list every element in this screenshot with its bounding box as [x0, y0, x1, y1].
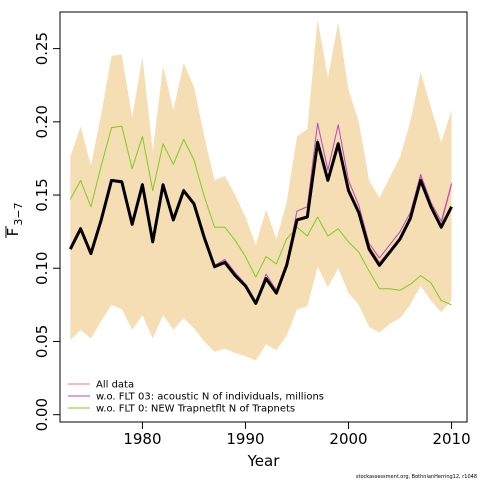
confidence-band	[70, 19, 452, 361]
x-tick-label: 1980	[123, 430, 161, 448]
legend-label: All data	[96, 380, 134, 391]
legend-label: w.o. FLT 0: NEW Trapnetflt N of Trapnets	[96, 404, 295, 415]
y-axis-title-main: F	[4, 228, 22, 237]
x-tick-label: 2000	[329, 430, 367, 448]
band-layer	[70, 19, 452, 361]
x-tick-label: 1990	[226, 430, 264, 448]
y-axis-title: F 3−7	[4, 202, 25, 238]
x-axis-title: Year	[247, 452, 281, 470]
footnote: stockassessment.org, BothnianHerring12, …	[356, 474, 477, 480]
series-layer	[68, 122, 453, 306]
estimate-line	[68, 140, 453, 305]
y-tick-label: 0.25	[33, 32, 51, 65]
plot-frame	[59, 11, 468, 423]
y-axis: 0.00 0.05 0.10 0.15 0.20 0.25	[33, 32, 60, 431]
y-tick-label: 0.00	[33, 398, 51, 431]
x-tick-label: 2010	[432, 430, 470, 448]
x-axis: 1980 1990 2000 2010	[123, 422, 471, 448]
series-line-3	[69, 125, 452, 306]
y-tick-label: 0.15	[33, 178, 51, 211]
legend-label: w.o. FLT 03: acoustic N of individuals, …	[96, 392, 324, 403]
y-tick-label: 0.05	[33, 325, 51, 358]
y-axis-title-subscript: 3−7	[12, 202, 25, 225]
y-tick-label: 0.10	[33, 252, 51, 285]
y-tick-label: 0.20	[33, 105, 51, 138]
